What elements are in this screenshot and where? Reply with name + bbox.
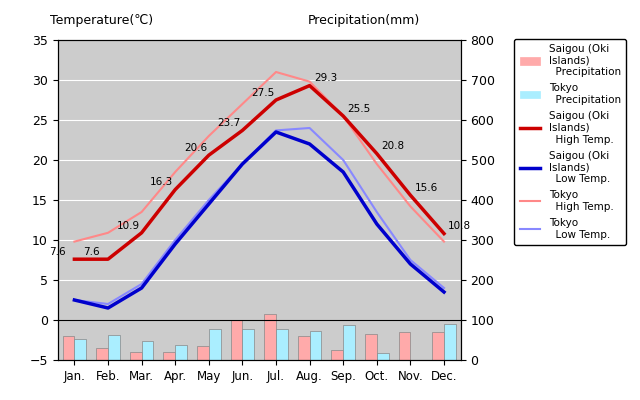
Bar	[310, 331, 321, 360]
Bar	[332, 350, 343, 360]
Bar	[63, 336, 74, 360]
Text: 10.8: 10.8	[448, 222, 471, 232]
Text: Precipitation(mm): Precipitation(mm)	[308, 14, 420, 27]
Text: 23.7: 23.7	[218, 118, 241, 128]
Text: 10.9: 10.9	[116, 221, 140, 231]
Text: 7.6: 7.6	[49, 247, 66, 257]
Bar	[410, 360, 422, 366]
Bar	[230, 320, 243, 360]
Text: 20.6: 20.6	[184, 143, 207, 153]
Text: 29.3: 29.3	[314, 74, 337, 84]
Bar	[343, 325, 355, 360]
Bar	[209, 329, 221, 360]
Bar	[243, 329, 254, 360]
Text: 27.5: 27.5	[251, 88, 275, 98]
Bar	[444, 324, 456, 360]
Bar	[276, 329, 288, 360]
Bar	[175, 345, 187, 360]
Bar	[74, 339, 86, 360]
Bar	[298, 336, 310, 360]
Bar	[377, 353, 388, 360]
Text: 7.6: 7.6	[83, 247, 100, 257]
Bar	[365, 334, 377, 360]
Text: 25.5: 25.5	[348, 104, 371, 114]
Bar	[264, 314, 276, 360]
Text: 16.3: 16.3	[150, 178, 173, 188]
Bar	[432, 332, 444, 360]
Bar	[108, 335, 120, 360]
Text: 15.6: 15.6	[415, 183, 438, 193]
Bar	[163, 352, 175, 360]
Text: Temperature(℃): Temperature(℃)	[49, 14, 153, 27]
Legend: Saigou (Oki
Islands)
  Precipitation, Tokyo
  Precipitation, Saigou (Oki
Islands: Saigou (Oki Islands) Precipitation, Toky…	[515, 39, 626, 245]
Text: 20.8: 20.8	[381, 142, 404, 152]
Bar	[96, 348, 108, 360]
Bar	[130, 352, 141, 360]
Bar	[197, 346, 209, 360]
Bar	[399, 332, 410, 360]
Bar	[141, 341, 154, 360]
